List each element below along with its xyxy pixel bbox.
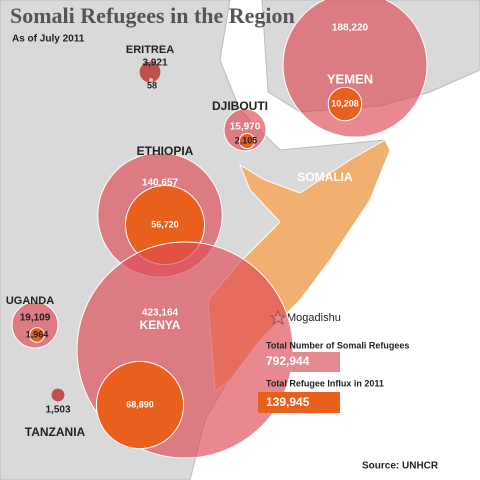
country-name: TANZANIA (25, 425, 86, 439)
legend-value: 792,944 (266, 354, 310, 368)
total-label: 19,109 (20, 313, 51, 324)
influx-label: 58 (147, 80, 157, 90)
total-label: 140,657 (142, 178, 179, 189)
total-bubble (282, 0, 428, 138)
subtitle: As of July 2011 (12, 34, 85, 45)
influx-label: 2,105 (235, 135, 258, 145)
legend-swatch (258, 392, 340, 413)
total-bubble (139, 61, 161, 83)
legend-label: Total Refugee Influx in 2011 (266, 378, 384, 388)
legend-label: Total Number of Somali Refugees (266, 340, 409, 350)
country-name: YEMEN (327, 71, 373, 86)
influx-label: 68,890 (126, 399, 154, 409)
legend-value: 139,945 (266, 395, 310, 409)
mogadishu-label: Mogadishu (287, 312, 341, 324)
influx-bubble (95, 360, 185, 450)
total-bubble (11, 301, 59, 349)
influx-bubble (29, 327, 45, 343)
total-label: 3,921 (142, 58, 167, 69)
total-label: 188,220 (332, 23, 369, 34)
title: Somali Refugees in the Region (10, 3, 295, 28)
total-bubble (51, 388, 65, 402)
total-label: 423,164 (142, 308, 179, 319)
country-name: DJIBOUTI (212, 99, 268, 113)
country-name: KENYA (140, 318, 181, 332)
influx-bubble (327, 86, 363, 122)
source: Source: UNHCR (362, 461, 439, 472)
influx-label: 56,720 (151, 219, 179, 229)
total-label: 15,970 (230, 122, 261, 133)
total-bubble (223, 108, 267, 152)
total-label: 1,503 (45, 405, 70, 416)
influx-bubble (238, 132, 256, 150)
legend-swatch (258, 352, 340, 372)
somalia-label: SOMALIA (297, 170, 353, 184)
country-name: UGANDA (6, 295, 54, 307)
influx-label: 10,208 (331, 98, 359, 108)
country-name: ERITREA (126, 44, 174, 56)
influx-bubble (149, 78, 153, 82)
bubbles: YEMEN 188,220 10,208 ERITREA 3,921 58 DJIBOUTI… (6, 0, 428, 459)
influx-label: 1,964 (26, 329, 49, 339)
country-name: ETHIOPIA (137, 144, 194, 158)
